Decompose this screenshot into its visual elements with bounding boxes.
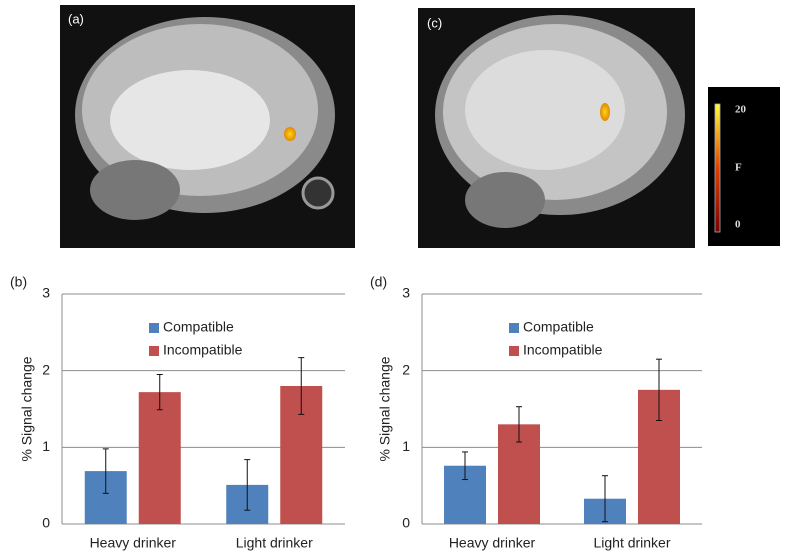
colorbar-label: F — [735, 162, 742, 174]
x-tick-label: Heavy drinker — [90, 535, 177, 551]
legend-label: Incompatible — [523, 342, 603, 358]
y-axis-label: % Signal change — [19, 356, 35, 461]
x-tick-label: Light drinker — [236, 535, 313, 551]
brain-image-c: (c) — [418, 8, 695, 248]
legend-label: Compatible — [163, 319, 234, 335]
panel-label: (d) — [370, 274, 387, 290]
panel-label: (b) — [10, 274, 27, 290]
error-bar — [156, 374, 163, 411]
legend-swatch — [509, 346, 519, 356]
y-tick-label: 3 — [402, 285, 410, 301]
legend-swatch — [149, 346, 159, 356]
y-tick-label: 2 — [42, 361, 50, 377]
y-tick-label: 0 — [402, 515, 410, 531]
legend-swatch — [149, 323, 159, 333]
legend-swatch — [509, 323, 519, 333]
error-bar — [102, 448, 109, 494]
x-tick-label: Heavy drinker — [449, 535, 536, 551]
panel-label: (c) — [427, 15, 442, 30]
panel-label: (a) — [68, 11, 84, 26]
error-bar — [602, 475, 608, 523]
error-bar — [656, 358, 662, 421]
y-tick-label: 0 — [42, 515, 50, 531]
y-tick-label: 1 — [42, 438, 50, 454]
error-bar — [298, 357, 305, 415]
error-bar — [516, 406, 522, 443]
legend-label: Compatible — [523, 319, 594, 335]
y-tick-label: 1 — [402, 438, 410, 454]
brain-image-a: (a) — [60, 5, 355, 248]
x-tick-label: Light drinker — [593, 535, 670, 551]
bar — [138, 392, 181, 524]
error-bar — [462, 451, 468, 481]
y-tick-label: 2 — [402, 361, 410, 377]
y-axis-label: % Signal change — [377, 356, 393, 461]
colorbar-label: 0 — [735, 219, 741, 231]
y-tick-label: 3 — [42, 285, 50, 301]
legend-label: Incompatible — [163, 342, 243, 358]
colorbar-label: 20 — [735, 104, 747, 116]
error-bar — [244, 459, 251, 511]
colorbar: 20 F 0 — [708, 87, 780, 246]
